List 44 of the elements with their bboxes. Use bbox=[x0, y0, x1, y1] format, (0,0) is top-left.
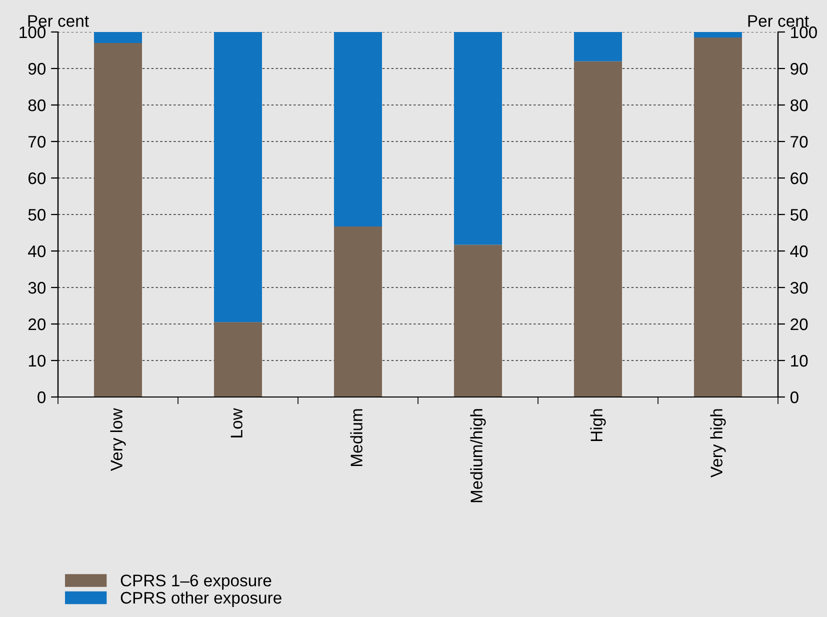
y2-tick-label: 30 bbox=[790, 282, 808, 294]
y-tick-label: 70 bbox=[28, 136, 46, 148]
y-tick-label: 100 bbox=[20, 26, 46, 38]
y2-tick-label: 70 bbox=[790, 136, 808, 148]
bar bbox=[454, 32, 502, 245]
x-tick-label: High bbox=[590, 409, 606, 442]
y2-tick-label: 40 bbox=[790, 245, 808, 258]
bar bbox=[334, 32, 382, 227]
y2-tick-label: 100 bbox=[791, 26, 817, 38]
y2-tick-label: 10 bbox=[791, 354, 808, 367]
bar bbox=[454, 244, 502, 397]
x-tick-label: Medium/high bbox=[470, 409, 486, 502]
bar bbox=[214, 32, 262, 322]
y-tick-label: 80 bbox=[28, 99, 46, 112]
legend-label: CPRS 1–6 exposure bbox=[120, 574, 272, 590]
y-tick-label: 10 bbox=[28, 354, 46, 367]
x-tick-label: Low bbox=[230, 408, 242, 438]
y2-tick-label: 60 bbox=[790, 172, 808, 184]
y-tick-label: 50 bbox=[28, 208, 46, 221]
y-axis-title: Per cent bbox=[28, 15, 89, 27]
bar bbox=[694, 37, 742, 397]
y2-axis-title: Per cent bbox=[748, 15, 809, 27]
y2-tick-label: 20 bbox=[790, 318, 808, 330]
bar bbox=[94, 32, 142, 43]
legend-label: CPRS other exposure bbox=[120, 591, 282, 607]
bar bbox=[334, 226, 382, 397]
bar bbox=[694, 32, 742, 38]
x-tick-label: Very low bbox=[110, 408, 126, 472]
y-tick-label: 90 bbox=[28, 62, 46, 75]
x-tick-label: Very high bbox=[710, 409, 726, 478]
y-tick-label: 0 bbox=[38, 391, 46, 404]
y-tick-label: 40 bbox=[28, 245, 46, 258]
y2-tick-label: 50 bbox=[790, 208, 808, 221]
bar bbox=[574, 61, 622, 397]
y-tick-label: 30 bbox=[28, 282, 46, 294]
bar bbox=[94, 42, 142, 397]
y2-tick-label: 0 bbox=[790, 391, 798, 404]
y2-tick-label: 90 bbox=[790, 62, 808, 75]
bar bbox=[574, 32, 622, 62]
bar bbox=[214, 322, 262, 397]
y-tick-label: 60 bbox=[28, 172, 46, 184]
y-tick-label: 20 bbox=[28, 318, 46, 330]
y2-tick-label: 80 bbox=[790, 99, 808, 112]
x-tick-label: Medium bbox=[350, 409, 362, 466]
